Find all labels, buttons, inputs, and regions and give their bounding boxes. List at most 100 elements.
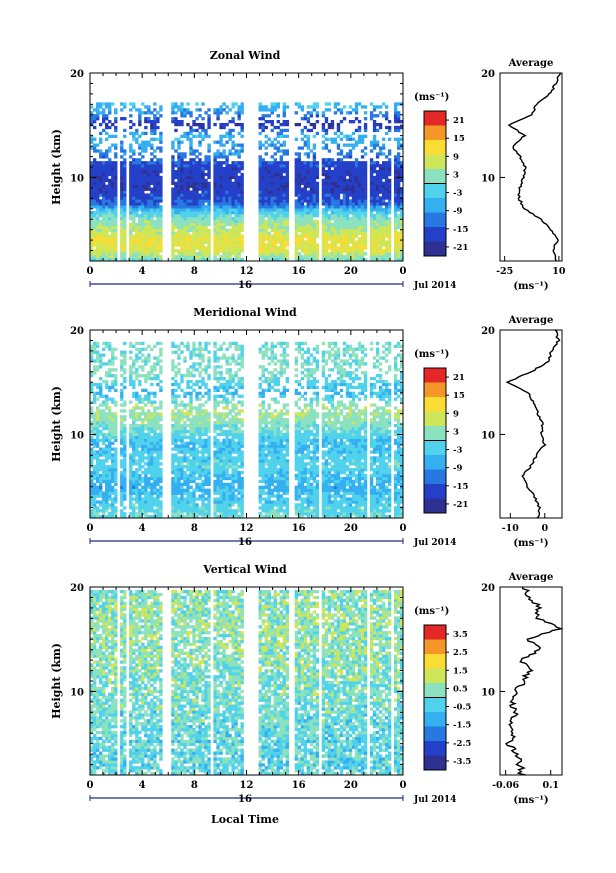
heatmap-cell [123,243,127,247]
heatmap-cell [132,169,136,174]
heatmap-cell [399,120,404,124]
heatmap-cell [90,105,94,109]
heatmap-cell [153,424,157,428]
heatmap-cell [99,447,103,451]
heatmap-cell [108,240,112,244]
heatmap-cell [144,172,148,177]
heatmap-cell [171,515,175,519]
heatmap-cell [174,184,178,188]
heatmap-cell [225,202,229,206]
heatmap-cell [135,228,139,232]
heatmap-cell [357,140,362,144]
heatmap-cell [219,105,223,109]
heatmap-cell [135,435,139,440]
heatmap-cell [123,255,127,259]
heatmap-cell [189,211,193,215]
heatmap-cell [105,178,109,183]
heatmap-cell [180,175,184,180]
heatmap-cell [135,240,139,244]
heatmap-cell [216,237,220,241]
heatmap-cell [369,252,374,256]
heatmap-cell [153,418,157,422]
heatmap-cell [360,228,365,232]
heatmap-cell [99,468,103,472]
heatmap-cell [378,255,383,259]
heatmap-cell [384,117,389,121]
heatmap-cell [393,172,398,177]
heatmap-cell [360,164,365,168]
heatmap-cell [177,146,181,150]
heatmap-cell [336,164,341,168]
heatmap-cell [156,190,160,194]
heatmap-cell [321,246,326,250]
heatmap-cell [144,231,148,235]
heatmap-cell [273,146,277,150]
heatmap-cell [111,476,115,481]
heatmap-cell [108,216,112,221]
heatmap-cell [159,453,163,457]
heatmap-cell [201,125,205,130]
heatmap-cell [144,252,148,256]
heatmap-cell [120,178,124,183]
heatmap-cell [156,377,160,381]
heatmap-cell [273,108,277,112]
heatmap-cell [282,205,286,209]
heatmap-cell [159,488,163,492]
heatmap-cell [216,196,220,200]
heatmap-cell [294,193,299,197]
heatmap-cell [114,412,118,416]
heatmap-cell [180,438,184,442]
heatmap-cell [354,205,359,209]
heatmap-cell [102,441,106,445]
heatmap-cell [171,485,175,489]
heatmap-cell [222,202,226,206]
heatmap-cell [180,418,184,422]
heatmap-cell [171,178,175,183]
heatmap-cell [153,149,157,153]
heatmap-cell [228,249,232,253]
heatmap-cell [99,167,103,171]
heatmap-cell [327,208,332,212]
heatmap-cell [99,500,103,504]
heatmap-cell [183,491,187,495]
heatmap-cell [156,359,160,363]
heatmap-cell [204,184,208,188]
heatmap-cell [147,444,151,448]
heatmap-cell [153,412,157,416]
heatmap-cell [93,164,97,168]
heatmap-cell [300,108,305,112]
heatmap-cell [309,243,314,247]
heatmap-cell [102,164,106,168]
heatmap-cell [339,167,344,171]
heatmap-cell [195,199,199,203]
heatmap-cell [111,456,115,460]
heatmap-cell [228,231,232,235]
heatmap-cell [342,237,347,241]
heatmap-cell [135,359,139,363]
heatmap-cell [324,190,329,194]
heatmap-cell [102,432,106,437]
heatmap-cell [135,403,139,407]
heatmap-cell [270,178,274,183]
heatmap-cell [273,208,277,212]
heatmap-cell [207,184,211,188]
heatmap-cell [261,175,265,180]
heatmap-cell [147,397,151,401]
heatmap-cell [201,240,205,244]
heatmap-cell [387,222,392,227]
heatmap-cell [105,125,109,130]
heatmap-cell [351,243,356,247]
heatmap-cell [306,243,311,247]
heatmap-cell [171,456,175,460]
heatmap-cell [339,222,344,227]
heatmap-cell [123,377,127,381]
heatmap-cell [132,365,136,369]
heatmap-cell [375,208,380,212]
heatmap-cell [135,371,139,375]
heatmap-cell [339,231,344,235]
heatmap-cell [183,172,187,177]
heatmap-cell [363,234,368,238]
heatmap-cell [225,190,229,194]
heatmap-cell [129,199,133,203]
heatmap-cell [99,494,103,498]
